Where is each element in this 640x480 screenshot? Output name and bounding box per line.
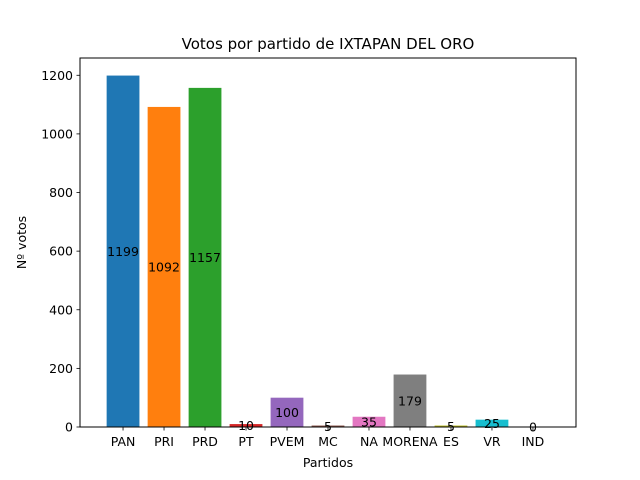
bar-morena [393,374,427,427]
x-axis-label: Partidos [303,455,353,470]
data-label-mc: 5 [324,419,332,434]
y-tick-label-1000: 1000 [41,126,73,141]
data-label-es: 5 [447,419,455,434]
x-tick-label-pri: PRI [154,434,174,449]
bar-es [434,425,468,427]
x-tick-label-vr: VR [483,434,501,449]
data-label-pri: 1092 [148,259,180,274]
y-axis-label: Nº votos [14,216,29,269]
y-tick-label-0: 0 [65,420,73,435]
x-tick-label-ind: IND [522,434,545,449]
bar-pt [229,424,263,427]
bar-pri [147,106,181,428]
data-label-pvem: 100 [275,405,299,420]
bar-na [352,416,386,427]
data-label-prd: 1157 [189,250,221,265]
bar-pvem [270,397,304,427]
y-tick-label-1200: 1200 [41,68,73,83]
y-tick-label-400: 400 [49,302,73,317]
data-label-pan: 1199 [107,244,139,259]
bar-vr [475,419,509,427]
x-tick-label-prd: PRD [192,434,218,449]
y-tick-label-200: 200 [49,361,73,376]
x-tick-label-na: NA [360,434,378,449]
x-tick-label-pvem: PVEM [270,434,305,449]
x-tick-label-pt: PT [238,434,254,449]
data-label-morena: 179 [398,393,422,408]
x-axis: PAN PRI PRD PT PVEM MC NA MORENA ES VR IND [111,427,545,449]
chart-title: Votos por partido de IXTAPAN DEL ORO [182,35,475,53]
bar-pan [106,75,140,427]
bars-layer [106,75,509,428]
y-tick-label-600: 600 [49,244,73,259]
x-tick-label-morena: MORENA [382,434,438,449]
x-tick-label-es: ES [443,434,459,449]
data-label-na: 35 [361,414,377,429]
y-axis: 0 200 400 600 800 1000 1200 [41,68,80,435]
data-label-pt: 10 [238,418,254,433]
bar-prd [188,87,222,427]
y-tick-label-800: 800 [49,185,73,200]
x-tick-label-mc: MC [318,434,338,449]
x-tick-label-pan: PAN [111,434,136,449]
bar-mc [311,425,345,427]
